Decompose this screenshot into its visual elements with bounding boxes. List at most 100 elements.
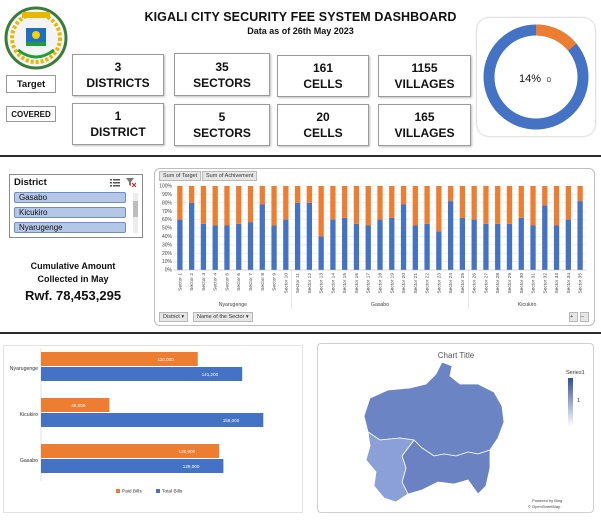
coverage-donut-panel: 14% D [477,18,595,136]
bar-target[interactable] [542,186,548,206]
bar-target[interactable] [506,186,513,224]
bar-target[interactable] [306,186,313,203]
bar-target[interactable] [259,186,265,205]
map-region-nyarugenge[interactable] [365,431,415,503]
bar-target[interactable] [412,186,418,226]
sum-of-target-field-button[interactable]: Sum of Target [159,171,202,181]
bar-target[interactable] [495,186,501,224]
bar-achivement[interactable] [236,223,242,270]
bar-target[interactable] [247,186,254,223]
bar-achivement[interactable] [389,217,395,270]
expand-field-button[interactable]: + [569,312,578,322]
bar-achivement[interactable] [318,236,324,270]
multi-select-icon[interactable] [110,178,120,187]
bar-target[interactable] [271,186,277,226]
bar-target[interactable] [400,186,407,205]
bar-achivement[interactable] [400,204,407,270]
bar-achivement[interactable] [530,225,536,270]
bar-target[interactable] [518,186,524,218]
bar-target[interactable] [483,186,489,224]
bar-achivement[interactable] [247,222,254,270]
bar-achivement[interactable] [553,225,560,270]
bar-target[interactable] [212,186,218,226]
bar-total-bills[interactable] [41,413,264,427]
bar-achivement[interactable] [542,205,548,270]
bar-achivement[interactable] [177,219,183,270]
bar-achivement[interactable] [447,201,454,270]
bar-achivement[interactable] [271,225,277,270]
bar-total-bills[interactable] [41,459,224,473]
bar-target[interactable] [236,186,242,224]
bar-achivement[interactable] [330,219,336,270]
y-tick-label: 50% [162,226,173,232]
bar-target[interactable] [553,186,560,226]
bar-target[interactable] [353,186,360,224]
bar-target[interactable] [459,186,466,218]
bar-target[interactable] [177,186,183,220]
bar-target[interactable] [342,186,348,218]
slicer-scrollbar-thumb[interactable] [133,201,138,217]
bar-achivement[interactable] [483,223,489,270]
bar-target[interactable] [294,186,301,203]
slicer-item-nyarugenge[interactable]: Nyarugenge [14,222,126,233]
bar-target[interactable] [389,186,395,218]
bar-target[interactable] [436,186,442,232]
y-tick-label: 40% [162,234,173,240]
bar-achivement[interactable] [424,223,430,270]
clear-filter-icon[interactable] [126,178,136,187]
covered-row-label: COVERED [6,106,56,122]
bar-paid-bills[interactable] [41,398,110,412]
sum-of-achivement-field-button[interactable]: Sum of Achivement [202,171,258,181]
bar-achivement[interactable] [518,217,524,270]
district-slicer[interactable]: District Gasabo Kicukiro Nyarugenge [9,174,143,238]
bar-target[interactable] [447,186,454,202]
bar-total-bills[interactable] [41,367,243,381]
bar-achivement[interactable] [471,219,477,270]
bar-achivement[interactable] [283,219,289,270]
bar-achivement[interactable] [212,225,218,270]
sector-name-filter-button[interactable]: Name of the Sector ▾ [193,312,253,322]
bar-target[interactable] [565,186,571,220]
bar-paid-bills[interactable] [41,352,198,366]
slicer-item-gasabo[interactable]: Gasabo [14,192,126,203]
bar-achivement[interactable] [577,201,583,270]
bar-target[interactable] [424,186,430,224]
bar-target[interactable] [377,186,383,220]
district-filter-button[interactable]: District ▾ [159,312,189,322]
x-tick-label: Sector 18 [378,273,384,294]
bar-target[interactable] [318,186,324,237]
map-legend-gradient [568,378,573,426]
bar-achivement[interactable] [259,204,265,270]
bar-target[interactable] [530,186,536,226]
bar-target[interactable] [283,186,289,220]
bar-achivement[interactable] [306,202,313,270]
bar-achivement[interactable] [342,217,348,270]
bar-achivement[interactable] [224,225,230,270]
bar-target[interactable] [224,186,230,226]
bar-achivement[interactable] [294,202,301,270]
bar-paid-bills[interactable] [41,444,220,458]
bar-target[interactable] [577,186,583,202]
bar-achivement[interactable] [353,223,360,270]
bar-achivement[interactable] [495,223,501,270]
bar-target[interactable] [365,186,371,226]
collapse-field-button[interactable]: − [580,312,589,322]
bar-target[interactable] [189,186,195,203]
bar-target[interactable] [200,186,207,224]
bar-achivement[interactable] [506,223,513,270]
x-tick-label: Sector 19 [389,273,395,294]
bar-achivement[interactable] [565,219,571,270]
x-tick-label: Sector 30 [519,273,525,294]
bar-achivement[interactable] [365,225,371,270]
legend-swatch [116,489,120,493]
bar-achivement[interactable] [189,202,195,270]
slicer-item-kicukiro[interactable]: Kicukiro [14,207,126,218]
bar-achivement[interactable] [412,225,418,270]
bar-achivement[interactable] [436,231,442,270]
bar-achivement[interactable] [459,217,466,270]
bar-target[interactable] [471,186,477,220]
bar-achivement[interactable] [377,219,383,270]
rwanda-emblem-logo [4,6,68,70]
bar-achivement[interactable] [200,223,207,270]
bar-target[interactable] [330,186,336,220]
